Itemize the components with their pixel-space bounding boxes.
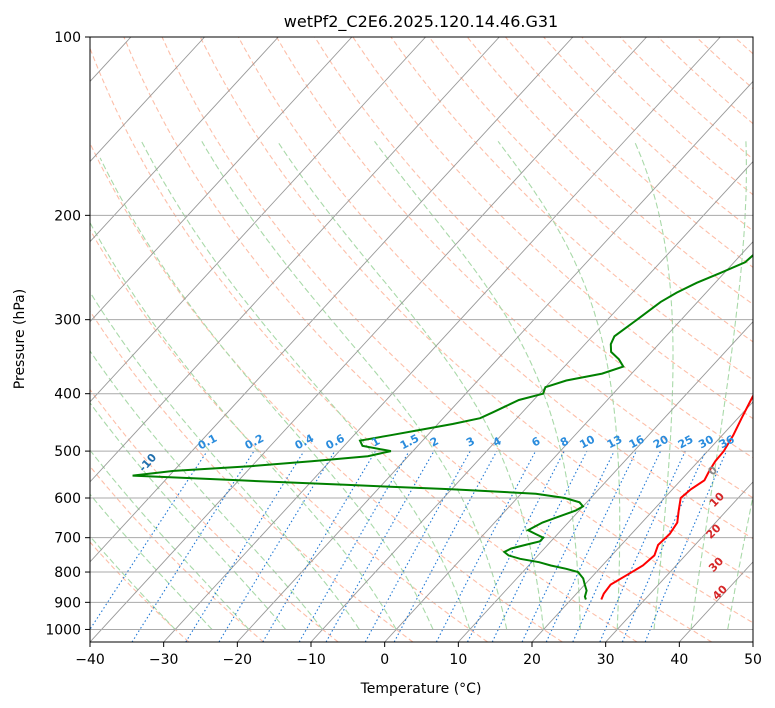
isotherm (236, 80, 753, 642)
dry-adiabat (90, 46, 638, 642)
moist-adiabat (90, 401, 287, 630)
dry-adiabat (505, 37, 753, 268)
dry-adiabat (581, 37, 753, 196)
y-tick-label: 600 (54, 491, 81, 507)
isotherm (163, 37, 721, 642)
moist-adiabat (690, 141, 747, 630)
background-lines (90, 37, 753, 642)
y-tick-label: 100 (54, 30, 81, 46)
moist-adiabat (277, 140, 545, 630)
isotherm (310, 160, 753, 642)
isotherm (90, 37, 500, 483)
x-tick-label: 10 (449, 652, 467, 668)
mixing-ratio-line (644, 450, 728, 642)
dry-adiabat (237, 37, 753, 540)
dry-adiabat (161, 37, 753, 624)
moist-adiabat (633, 141, 674, 630)
moist-adiabat (201, 141, 508, 630)
isotherm (90, 37, 647, 642)
dry-adiabat (352, 37, 753, 420)
moist-adiabat (90, 493, 213, 630)
mixing-ratio-label: 20 (651, 433, 671, 452)
moist-adiabat (90, 449, 250, 630)
mixing-ratio-label: 25 (676, 433, 696, 452)
mixing-ratio-line (491, 450, 588, 642)
mixing-ratio-label: 36 (717, 433, 737, 452)
x-tick-label: 40 (670, 652, 688, 668)
y-tick-label: 900 (54, 595, 81, 611)
x-tick-label: −40 (75, 652, 105, 668)
moist-adiabat (497, 140, 621, 630)
mixing-ratio-line (599, 450, 686, 642)
y-axis: 100 200 300 400 500 600 700 800 900 1000 (45, 30, 90, 638)
dry-adiabat (199, 37, 753, 581)
isotherm (90, 37, 353, 323)
dry-adiabat (90, 465, 264, 642)
isotherm (90, 37, 574, 563)
y-axis-label: Pressure (hPa) (12, 289, 28, 389)
adiabat-labels: -100-90-80-70-60-50-40-30-20-10010203040… (136, 432, 737, 603)
y-tick-label: 200 (54, 208, 81, 224)
x-tick-label: 50 (744, 652, 762, 668)
mixing-ratio-line (90, 450, 208, 631)
moist-adiabat (141, 141, 471, 630)
dry-adiabat (390, 37, 753, 381)
dry-adiabat (90, 142, 563, 642)
y-tick-label: 400 (54, 387, 81, 403)
x-tick-label: 20 (523, 652, 541, 668)
x-tick-label: −10 (296, 652, 326, 668)
y-tick-label: 1000 (45, 622, 81, 638)
dry-adiabat (90, 388, 339, 642)
moist-adiabat (374, 140, 581, 630)
moist-adiabat (90, 350, 323, 630)
y-tick-label: 500 (54, 444, 81, 460)
mixing-ratio-label: 10 (577, 433, 597, 452)
dewpoint-line (132, 253, 753, 600)
profiles (132, 253, 753, 600)
plot-frame (89, 36, 754, 643)
isotherm (90, 37, 426, 403)
temperature-line (600, 394, 753, 600)
mixing-ratio-line (218, 450, 336, 642)
isotherm (457, 321, 753, 642)
x-axis-label: Temperature (°C) (360, 681, 482, 697)
isotherm (384, 241, 753, 642)
mixing-ratio-line (364, 450, 471, 642)
isotherm (605, 481, 753, 642)
y-tick-label: 300 (54, 313, 81, 329)
pressure-gridlines (90, 37, 753, 630)
x-tick-label: 30 (597, 652, 615, 668)
mixing-ratio-label: 16 (627, 433, 647, 452)
mixing-ratio-line (393, 450, 498, 642)
mixing-ratio-label: 13 (605, 433, 625, 452)
x-tick-label: −20 (223, 652, 253, 668)
moist-adiabat (90, 291, 360, 630)
chart-title: wetPf2_C2E6.2025.120.14.46.G31 (284, 12, 558, 32)
x-axis: −40 −30 −20 −10 0 10 20 30 40 50 (75, 642, 762, 668)
isotherm (531, 401, 753, 642)
moist-adiabat (727, 493, 753, 630)
x-tick-label: 0 (380, 652, 389, 668)
y-tick-label: 700 (54, 531, 81, 547)
isotherm (90, 37, 205, 163)
moist-adiabat (90, 221, 397, 630)
y-tick-label: 800 (54, 565, 81, 581)
mixing-ratio-line (325, 450, 435, 642)
isotherm (90, 37, 279, 243)
dry-adiabat (123, 37, 712, 642)
mixing-ratio-line (185, 450, 305, 642)
x-tick-label: −30 (149, 652, 179, 668)
mixing-ratio-line (131, 450, 255, 642)
mixing-ratio-label: 30 (696, 433, 716, 452)
